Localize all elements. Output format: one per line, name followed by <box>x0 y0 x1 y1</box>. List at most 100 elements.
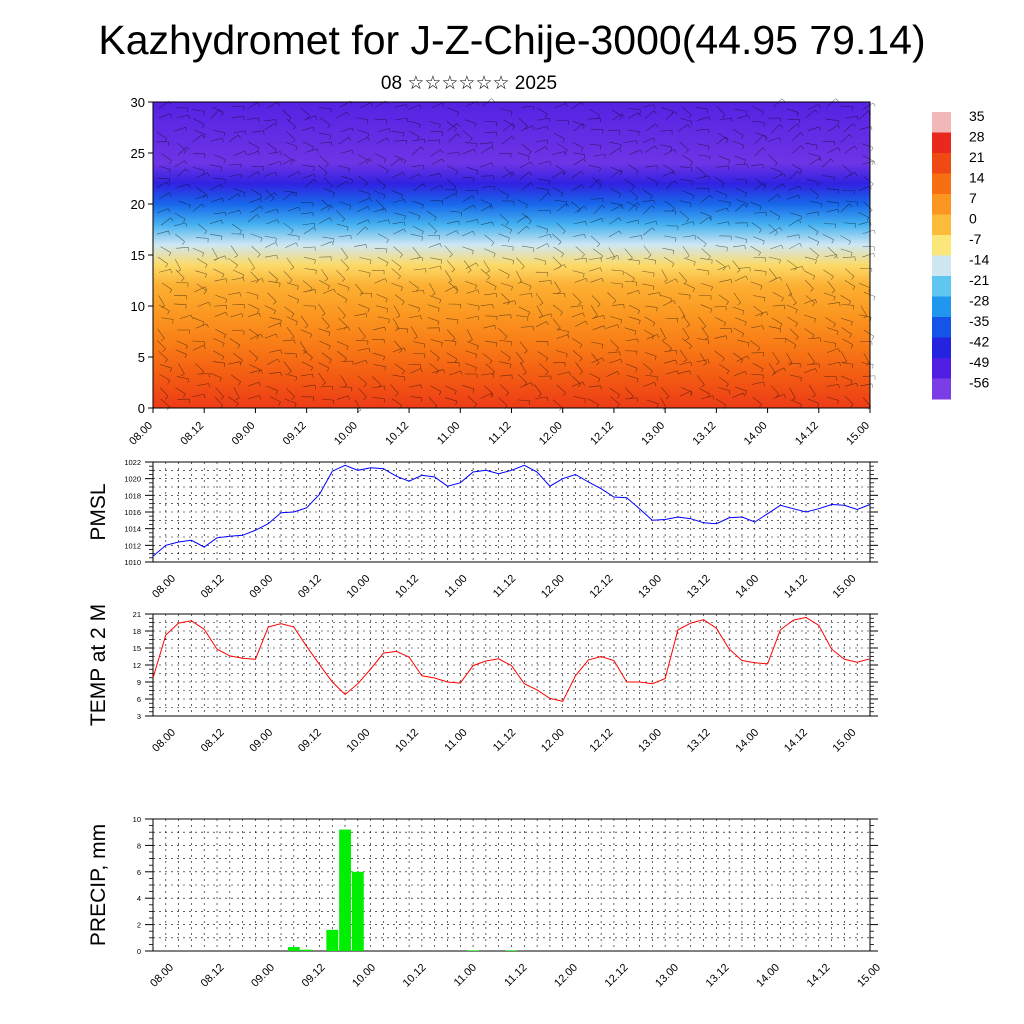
y-tick-label: 15 <box>133 644 141 653</box>
y-tick-label: 1018 <box>124 491 141 500</box>
x-tick-label: 08.00 <box>127 420 155 448</box>
y-tick-label: 1012 <box>124 541 141 550</box>
cross-section-panel: 0 5 10 15 20 25 30 08.00 08.12 09.00 09.12 10.00 10.… <box>127 95 876 448</box>
x-tick-label: 14.00 <box>754 962 782 990</box>
y-tick-label: 25 <box>131 146 145 161</box>
x-tick-label: 14.12 <box>805 962 833 990</box>
wind-barbs <box>156 98 876 413</box>
precip-bar <box>300 949 313 951</box>
series-line <box>152 616 871 702</box>
colorbar-cell <box>932 337 951 359</box>
colorbar-cell <box>932 317 951 338</box>
x-tick-label: 15.00 <box>844 420 872 448</box>
x-tick-label: 14.12 <box>782 727 810 755</box>
y-tick-label: 1020 <box>124 475 141 484</box>
y-tick-label: 8 <box>137 841 141 850</box>
colorbar: 35 28 21 14 7 0 -7 -14 -21 -28 -35 -42 -49 -56 <box>932 108 989 400</box>
x-tick-label: 13.12 <box>685 573 713 601</box>
colorbar-cell <box>932 296 951 318</box>
chart-subtitle: 08 ☆☆☆☆☆☆ 2025 <box>380 73 558 94</box>
x-tick-label: 11.12 <box>491 573 518 600</box>
x-tick-label: 09.12 <box>296 727 324 755</box>
x-tick-label: 13.00 <box>639 420 667 448</box>
colorbar-label: 35 <box>969 108 985 124</box>
colorbar-cell <box>932 214 951 236</box>
precip-bar <box>351 871 364 951</box>
y-tick-label: 5 <box>138 350 145 365</box>
x-tick-label: 09.00 <box>230 420 258 448</box>
grid <box>152 462 871 562</box>
colorbar-label: -35 <box>969 313 989 329</box>
y-axis-label: PRECIP, mm <box>87 824 110 946</box>
y-axis-label: TEMP at 2 M <box>87 604 110 726</box>
x-tick-label: 12.12 <box>588 573 616 601</box>
x-tick-label: 08.00 <box>150 727 178 755</box>
x-tick-label: 12.00 <box>539 573 567 601</box>
precip-bar <box>326 929 339 951</box>
colorbar-cell <box>932 173 951 195</box>
colorbar-cell <box>932 235 951 256</box>
precipitation-panel: 0 2 4 6 8 10 08.00 08.12 09.00 09.12 10.00 10.12 11.… <box>87 815 883 990</box>
x-tick-label: 13.00 <box>636 727 664 755</box>
temperature-panel: 3 6 9 12 15 18 21 08.00 08.12 09.00 09.12 10.00 10.1… <box>87 604 878 755</box>
y-axis-label: PMSL <box>87 483 110 540</box>
colorbar-label: -28 <box>969 293 989 309</box>
colorbar-label: -56 <box>969 375 989 391</box>
x-tick-label: 11.12 <box>486 420 513 447</box>
x-tick-label: 08.00 <box>150 573 178 601</box>
x-tick-label: 14.00 <box>733 727 761 755</box>
x-tick-label: 14.00 <box>742 420 770 448</box>
x-tick-label: 12.12 <box>588 420 616 448</box>
x-tick-label: 11.00 <box>435 420 462 447</box>
x-tick-label: 12.00 <box>537 420 565 448</box>
colorbar-label: 7 <box>969 190 977 206</box>
series-line <box>152 464 871 557</box>
x-tick-label: 10.00 <box>350 962 378 990</box>
x-tick-label: 13.12 <box>691 420 719 448</box>
x-tick-label: 12.12 <box>603 962 631 990</box>
x-tick-label: 11.00 <box>452 962 479 989</box>
x-tick-label: 10.12 <box>383 420 411 448</box>
x-tick-label: 10.12 <box>393 573 421 601</box>
x-tick-label: 13.00 <box>636 573 664 601</box>
colorbar-cell <box>932 378 951 400</box>
y-tick-label: 1016 <box>124 508 141 517</box>
colorbar-label: 0 <box>969 211 977 227</box>
pmsl-panel: 1010 1012 1014 1016 1018 1020 1022 08.00 08.12 09… <box>87 458 878 601</box>
grid <box>152 819 871 951</box>
y-tick-label: 12 <box>133 661 141 670</box>
colorbar-cell <box>932 276 951 297</box>
y-tick-label: 0 <box>138 401 145 416</box>
x-tick-label: 13.00 <box>653 962 681 990</box>
colorbar-cell <box>932 132 951 154</box>
y-tick-label: 4 <box>137 894 141 903</box>
x-tick-label: 10.00 <box>332 420 360 448</box>
precip-bar <box>505 950 518 951</box>
colorbar-label: 28 <box>969 129 985 145</box>
chart-title: Kazhydromet for J-Z-Chije-3000(44.95 79.… <box>98 17 926 63</box>
colorbar-cell <box>932 153 951 174</box>
x-tick-label: 15.00 <box>855 962 883 990</box>
colorbar-cell <box>932 112 951 133</box>
x-tick-label: 10.00 <box>345 573 373 601</box>
y-tick-label: 10 <box>131 299 145 314</box>
y-tick-label: 1022 <box>124 458 141 467</box>
precip-bar <box>287 947 300 951</box>
x-tick-label: 09.00 <box>247 727 275 755</box>
y-tick-label: 18 <box>133 627 141 636</box>
colorbar-label: 21 <box>969 149 985 165</box>
precip-bar <box>467 950 479 951</box>
x-tick-label: 09.12 <box>281 420 309 448</box>
y-tick-label: 6 <box>137 868 141 877</box>
x-tick-label: 12.00 <box>552 962 580 990</box>
colorbar-cell <box>932 255 951 277</box>
colorbar-label: -7 <box>969 231 982 247</box>
x-tick-label: 08.12 <box>178 420 206 448</box>
x-tick-label: 14.12 <box>782 573 810 601</box>
x-tick-label: 13.12 <box>685 727 713 755</box>
precip-bar <box>339 829 351 951</box>
y-tick-label: 1010 <box>124 558 141 567</box>
y-tick-label: 3 <box>137 712 141 721</box>
y-tick-label: 1014 <box>124 525 141 534</box>
